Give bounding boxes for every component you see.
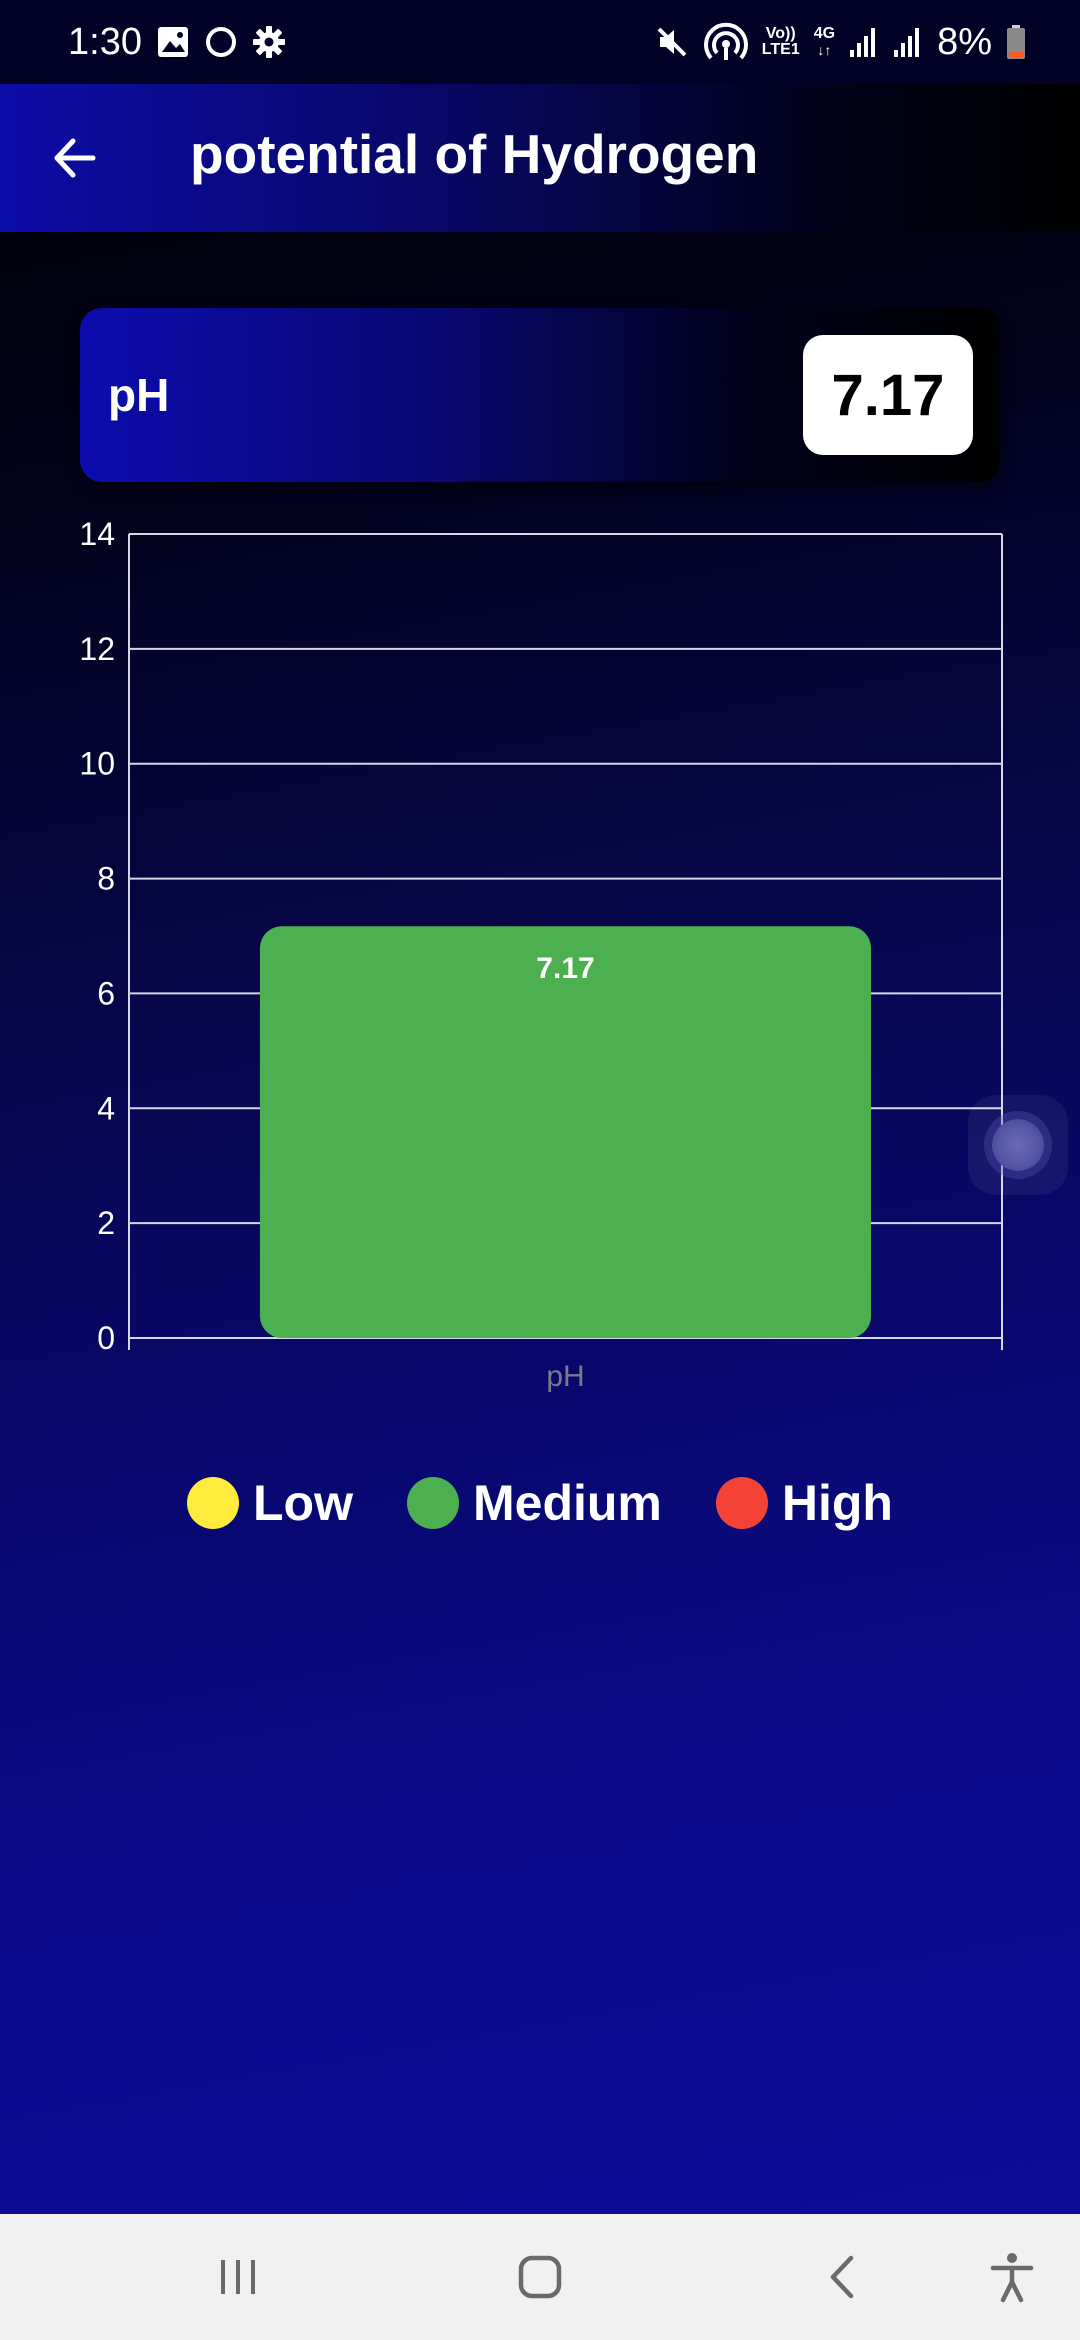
signal-icon bbox=[849, 26, 879, 58]
page-title: potential of Hydrogen bbox=[190, 123, 759, 185]
network-volte-label: Vo)) bbox=[765, 25, 796, 42]
legend-dot-low bbox=[187, 1477, 239, 1529]
y-tick-label: 4 bbox=[97, 1090, 115, 1126]
home-icon bbox=[518, 2255, 562, 2299]
battery-icon bbox=[1006, 24, 1026, 60]
gallery-icon bbox=[156, 25, 190, 59]
nav-back-button[interactable] bbox=[802, 2244, 882, 2310]
network-type: 4G ↓↑ bbox=[813, 25, 836, 59]
network-type-label: 4G bbox=[813, 25, 836, 42]
legend-item-low: Low bbox=[187, 1474, 353, 1532]
legend-label-low: Low bbox=[253, 1475, 353, 1531]
reading-label: pH bbox=[108, 369, 170, 421]
bar-ph bbox=[259, 926, 872, 1338]
bar-value-label: 7.17 bbox=[536, 952, 594, 985]
status-bar-left: 1:30 bbox=[68, 21, 286, 64]
y-tick-label: 10 bbox=[79, 746, 115, 782]
circle-icon bbox=[204, 25, 238, 59]
arrow-left-icon bbox=[54, 138, 96, 178]
accessibility-icon bbox=[990, 2253, 1034, 2303]
navigation-bar bbox=[0, 2214, 1080, 2340]
mute-icon bbox=[654, 24, 690, 60]
status-bar-right: Vo)) LTE1 4G ↓↑ bbox=[654, 21, 1026, 64]
back-button[interactable] bbox=[36, 120, 112, 196]
chart-legend: Low Medium High bbox=[0, 1465, 1080, 1541]
signal-icon bbox=[893, 26, 923, 58]
floating-assist-button[interactable] bbox=[968, 1095, 1068, 1195]
app-bar: potential of Hydrogen bbox=[0, 84, 1080, 232]
legend-label-high: High bbox=[781, 1475, 893, 1531]
recent-apps-icon bbox=[221, 2260, 255, 2294]
accessibility-button[interactable] bbox=[972, 2244, 1052, 2310]
reading-value: 7.17 bbox=[831, 362, 945, 428]
reading-card: pH 7.17 bbox=[80, 308, 1000, 482]
x-tick-label: pH bbox=[546, 1360, 584, 1393]
status-time: 1:30 bbox=[68, 20, 142, 63]
reading-value-box: 7.17 bbox=[803, 335, 973, 455]
recent-apps-button[interactable] bbox=[198, 2244, 278, 2310]
y-tick-label: 2 bbox=[97, 1205, 115, 1241]
network-indicator: Vo)) LTE1 bbox=[762, 26, 800, 58]
data-arrows-icon: ↓↑ bbox=[817, 42, 832, 58]
y-tick-label: 8 bbox=[97, 861, 115, 897]
legend-dot-medium bbox=[406, 1477, 459, 1529]
y-tick-label: 6 bbox=[97, 975, 115, 1011]
network-lte-label: LTE1 bbox=[761, 41, 800, 58]
legend-item-medium: Medium bbox=[406, 1474, 662, 1532]
battery-percent: 8% bbox=[937, 20, 992, 63]
home-button[interactable] bbox=[500, 2244, 580, 2310]
assist-touch-icon bbox=[992, 1119, 1044, 1171]
legend-dot-high bbox=[715, 1477, 768, 1529]
y-tick-label: 12 bbox=[79, 631, 115, 667]
legend-item-high: High bbox=[715, 1474, 893, 1532]
ph-bar-chart: 0 2 4 6 8 10 12 14 7.17 pH bbox=[79, 516, 1003, 1393]
y-tick-label: 0 bbox=[97, 1320, 115, 1356]
back-icon bbox=[830, 2255, 854, 2299]
status-bar: 1:30 bbox=[0, 0, 1080, 84]
hotspot-icon bbox=[703, 22, 748, 62]
y-tick-label: 14 bbox=[79, 516, 115, 552]
legend-label-medium: Medium bbox=[472, 1475, 662, 1531]
settings-icon bbox=[252, 25, 286, 59]
